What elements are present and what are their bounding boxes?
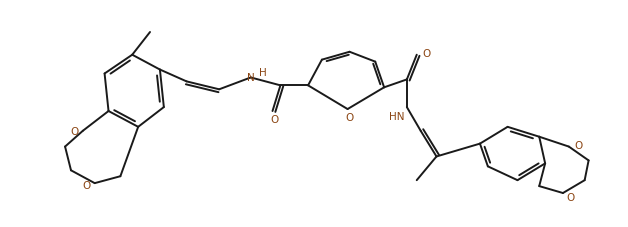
Text: N: N (247, 73, 255, 83)
Text: O: O (71, 126, 79, 136)
Text: HN: HN (389, 111, 405, 121)
Text: O: O (575, 140, 583, 150)
Text: H: H (259, 68, 266, 78)
Text: O: O (423, 49, 431, 59)
Text: O: O (271, 114, 279, 124)
Text: O: O (345, 112, 354, 122)
Text: O: O (83, 180, 91, 190)
Text: O: O (566, 192, 575, 202)
